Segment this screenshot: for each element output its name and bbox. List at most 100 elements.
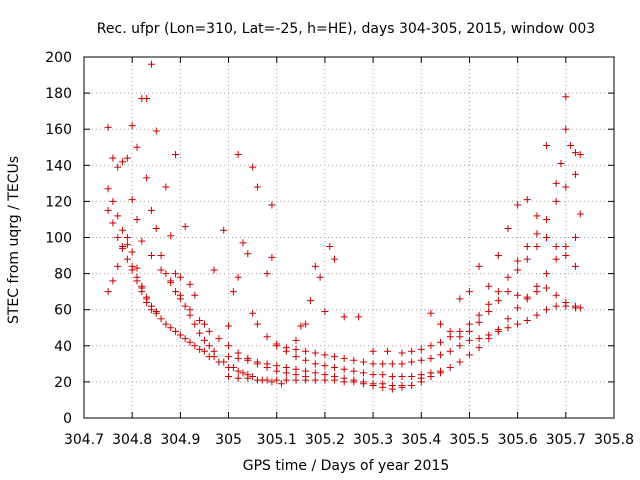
data-point <box>302 367 310 375</box>
data-point <box>446 347 454 355</box>
data-point <box>321 308 329 316</box>
data-point <box>359 380 367 388</box>
data-point <box>157 266 165 274</box>
data-point <box>543 234 551 241</box>
data-point <box>311 360 319 368</box>
data-point <box>234 354 242 362</box>
data-point <box>268 253 276 261</box>
data-point <box>316 273 324 281</box>
data-point <box>576 150 584 158</box>
data-point <box>249 372 257 380</box>
data-point <box>244 250 252 258</box>
x-tick-label: 305.2 <box>305 432 345 448</box>
y-tick-label: 100 <box>45 231 72 247</box>
data-point <box>523 295 531 303</box>
data-point <box>138 237 146 245</box>
data-point <box>234 273 242 281</box>
x-tick-label: 305.7 <box>546 432 586 448</box>
data-point <box>123 255 131 263</box>
data-point <box>133 273 141 281</box>
data-point <box>205 327 213 335</box>
data-point <box>109 277 117 285</box>
data-point <box>157 252 165 260</box>
y-tick-label: 160 <box>45 122 72 138</box>
x-axis-ticks: 304.7 304.8 304.9 305 305.1 305.2 305.3 305.4 30… <box>64 57 634 448</box>
x-tick-label: 305.4 <box>401 432 441 448</box>
data-point <box>398 349 406 357</box>
data-point <box>571 149 579 157</box>
data-point <box>427 354 435 362</box>
data-point <box>359 369 367 377</box>
data-point <box>446 327 454 335</box>
data-point <box>494 327 502 335</box>
data-point <box>562 252 570 260</box>
data-point <box>152 127 160 135</box>
data-point <box>514 201 522 209</box>
x-tick-label: 304.7 <box>64 432 104 448</box>
data-point <box>576 210 584 218</box>
data-point <box>143 95 151 103</box>
data-point <box>123 241 131 249</box>
data-point <box>562 183 570 191</box>
data-point <box>562 243 570 251</box>
data-point <box>311 262 319 270</box>
series-arc-01 <box>104 60 180 191</box>
grid <box>84 57 614 418</box>
data-point <box>355 313 363 321</box>
data-point <box>514 304 522 312</box>
data-point <box>196 345 204 353</box>
series-arc-07 <box>167 223 228 328</box>
data-point <box>326 243 334 251</box>
data-point <box>514 266 522 274</box>
data-point <box>292 345 300 353</box>
data-point <box>350 378 358 386</box>
data-point <box>543 215 551 223</box>
data-point <box>128 196 136 204</box>
data-point <box>210 266 218 274</box>
data-point <box>147 60 155 68</box>
data-point <box>196 317 204 325</box>
data-point <box>417 374 425 382</box>
data-point <box>552 291 560 299</box>
data-point <box>263 360 271 368</box>
y-tick-label: 20 <box>54 375 72 391</box>
data-point <box>340 313 348 321</box>
x-axis-label: GPS time / Days of year 2015 <box>243 458 450 474</box>
data-point <box>128 262 136 270</box>
data-point <box>119 226 127 234</box>
data-point <box>340 378 348 386</box>
data-point <box>119 243 127 251</box>
data-point <box>225 372 233 380</box>
data-point <box>475 262 483 270</box>
data-point <box>109 219 117 227</box>
data-point <box>239 369 247 377</box>
data-point <box>369 347 377 355</box>
data-point <box>147 206 155 214</box>
data-point <box>340 365 348 373</box>
data-point <box>253 320 261 328</box>
data-point <box>282 344 290 352</box>
data-point <box>514 320 522 328</box>
data-point <box>205 342 213 350</box>
data-point <box>543 306 551 314</box>
data-point <box>273 362 281 370</box>
data-point <box>302 347 310 355</box>
data-point <box>229 288 237 296</box>
data-point <box>186 338 194 346</box>
data-point <box>273 376 281 384</box>
data-point <box>427 372 435 380</box>
series-arc-16 <box>427 302 584 344</box>
data-point <box>104 206 112 214</box>
data-point <box>379 360 387 368</box>
data-point <box>282 376 290 384</box>
data-point <box>552 255 560 263</box>
data-point <box>557 159 565 167</box>
data-point <box>234 150 242 158</box>
y-axis-ticks: 0 20 40 60 80 100 120 140 160 180 200 <box>45 50 614 427</box>
data-point <box>514 257 522 265</box>
data-point <box>465 351 473 359</box>
series-arc-14 <box>398 150 584 357</box>
data-point <box>571 170 579 178</box>
data-point <box>253 358 261 366</box>
data-point <box>533 243 541 251</box>
